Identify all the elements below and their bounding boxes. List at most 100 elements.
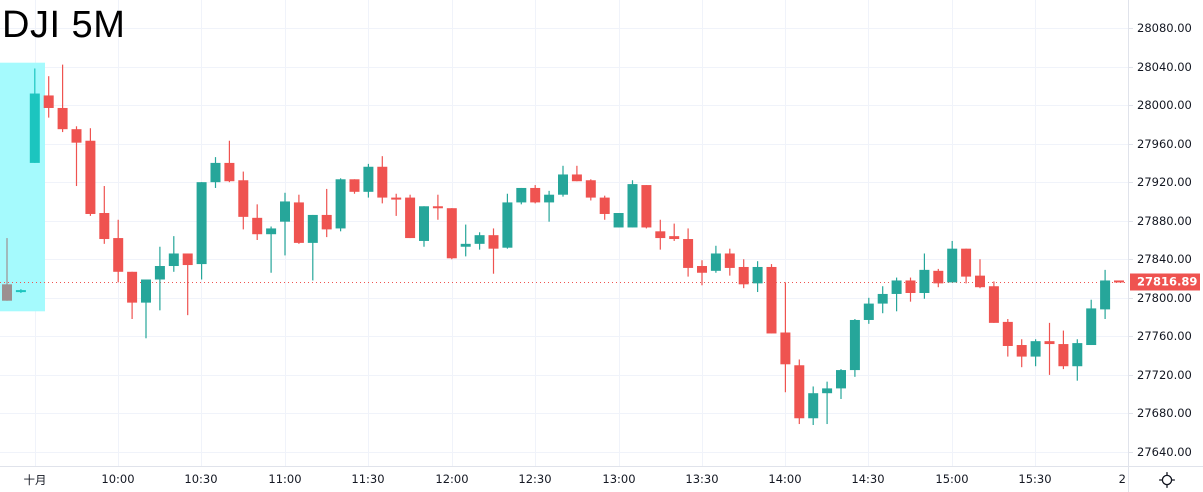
price-tick xyxy=(1129,336,1133,337)
price-tick xyxy=(1129,182,1133,183)
candle-body xyxy=(446,208,457,259)
price-label: 27840.00 xyxy=(1137,252,1192,267)
price-axis[interactable]: 28080.00 28040.00 28000.00 27960.00 27920.00… xyxy=(1128,0,1203,466)
candle-body xyxy=(1002,321,1013,346)
price-tick xyxy=(1129,413,1133,414)
candle-body xyxy=(766,266,777,334)
candle-body xyxy=(599,197,610,214)
candle-body xyxy=(683,239,694,268)
candle-body xyxy=(752,266,763,284)
price-tick xyxy=(1129,28,1133,29)
candle-body xyxy=(655,231,666,239)
candle-body xyxy=(891,280,902,294)
candle-body xyxy=(975,275,985,288)
price-label: 27800.00 xyxy=(1137,290,1192,305)
time-label: 13:00 xyxy=(602,472,636,486)
candle-body xyxy=(516,187,527,203)
price-tick xyxy=(1129,105,1133,106)
time-label: 10:30 xyxy=(184,472,218,486)
symbol-title: DJI 5M xyxy=(2,4,126,46)
candle-body xyxy=(321,214,332,230)
candle-body xyxy=(99,213,110,240)
candle-body xyxy=(641,185,652,228)
candle-body xyxy=(558,174,568,195)
candle-body xyxy=(822,388,833,394)
candle-body xyxy=(474,235,485,244)
time-label: 12:00 xyxy=(435,472,469,486)
candle-body xyxy=(335,179,346,229)
candle-body xyxy=(1016,345,1027,357)
price-label: 27760.00 xyxy=(1137,329,1192,344)
candle-body xyxy=(280,201,290,222)
candle-body xyxy=(182,253,193,266)
candle-body xyxy=(419,206,429,241)
candle-body xyxy=(1086,308,1097,346)
candle-body xyxy=(2,284,12,301)
candle-body xyxy=(15,290,26,293)
price-tick xyxy=(1129,221,1133,222)
candle-body xyxy=(1030,341,1041,357)
candle-body xyxy=(293,202,304,243)
candle-body xyxy=(210,162,221,183)
candle-body xyxy=(502,202,513,248)
candle-body xyxy=(877,293,888,304)
candle-body xyxy=(710,253,721,271)
candle-body xyxy=(724,253,735,268)
candle-body xyxy=(919,269,930,293)
candle-body xyxy=(349,179,360,192)
candle-body xyxy=(697,266,707,273)
candle-body xyxy=(905,280,916,293)
candle-body xyxy=(627,184,638,228)
candle-body xyxy=(377,166,388,198)
price-label: 27920.00 xyxy=(1137,175,1192,190)
settings-button[interactable] xyxy=(1128,466,1203,492)
candle-body xyxy=(863,303,874,320)
candle-body xyxy=(544,194,555,203)
candle-body xyxy=(808,393,819,419)
time-label: 14:30 xyxy=(851,472,885,486)
candle-body xyxy=(1058,344,1069,367)
candle-body xyxy=(669,236,680,240)
candle-body xyxy=(141,279,151,303)
price-label: 28080.00 xyxy=(1137,21,1192,35)
time-label: 2 xyxy=(1118,472,1126,486)
time-label: 10:00 xyxy=(101,472,135,486)
time-label: 11:30 xyxy=(351,472,385,486)
time-label: 12:30 xyxy=(518,472,552,486)
time-label: 15:30 xyxy=(1018,472,1052,486)
price-label: 27960.00 xyxy=(1137,136,1192,151)
time-axis[interactable]: 十月 10:00 10:30 11:00 11:30 12:00 12:30 13:00 13:… xyxy=(0,466,1128,492)
price-label: 27640.00 xyxy=(1137,444,1192,459)
candle-body xyxy=(85,140,96,214)
candle-body xyxy=(1072,343,1083,367)
gear-icon xyxy=(1158,471,1175,488)
candle-body xyxy=(613,213,624,228)
candle-body xyxy=(224,162,235,182)
chart-pane[interactable]: DJI 5M xyxy=(0,0,1128,466)
candle-body xyxy=(933,270,944,284)
candle-body xyxy=(1100,280,1111,310)
price-tick xyxy=(1129,452,1133,453)
candle-body xyxy=(391,197,402,200)
time-label: 十月 xyxy=(23,473,47,487)
candlestick-plot[interactable] xyxy=(0,0,1128,466)
candle-body xyxy=(71,129,82,143)
price-label: 27720.00 xyxy=(1137,367,1192,382)
candle-body xyxy=(488,235,499,249)
candle-body xyxy=(127,271,138,303)
time-label: 14:00 xyxy=(768,472,802,486)
candle-body xyxy=(836,370,846,389)
candle-body xyxy=(154,266,165,280)
candle-body xyxy=(849,319,860,371)
candle-body xyxy=(780,332,791,365)
candle-body xyxy=(252,217,263,235)
time-label: 11:00 xyxy=(268,472,302,486)
candle-body xyxy=(405,197,416,239)
candle-body xyxy=(307,214,318,243)
candle-body xyxy=(585,180,596,198)
candle-body xyxy=(363,166,374,192)
price-tick xyxy=(1129,375,1133,376)
candle-body xyxy=(961,248,972,277)
candle-body xyxy=(57,107,68,130)
price-label: 28000.00 xyxy=(1137,98,1192,113)
